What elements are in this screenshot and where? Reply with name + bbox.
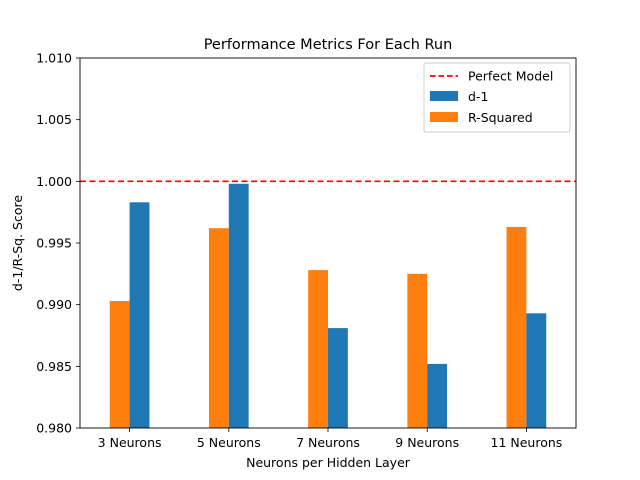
chart-title: Performance Metrics For Each Run: [204, 37, 453, 53]
plot-frame: [79, 57, 577, 429]
y-tick-label: 0.995: [36, 236, 72, 251]
bar-r-squared-2: [208, 228, 229, 428]
legend-label-perfect-model: Perfect Model: [468, 69, 553, 84]
plot-area: 3 Neurons 5 Neurons 7 Neurons 9 Neurons 11 N…: [36, 51, 577, 450]
legend-frame: [423, 62, 571, 133]
bar-d-1-1: [129, 202, 150, 428]
legend-label-r-squared: R-Squared: [468, 110, 533, 125]
bar-r-squared-4: [407, 273, 428, 428]
bar-d-1-3: [328, 328, 348, 428]
legend: Perfect Model d-1 R-Squared: [423, 62, 571, 133]
bar-d-1-5: [526, 313, 547, 428]
y-axis-label: d-1/R-Sq. Score: [10, 195, 25, 291]
y-tick-label: 0.990: [36, 297, 72, 312]
x-tick-label: 3 Neurons: [98, 435, 162, 450]
x-axis-label: Neurons per Hidden Layer: [246, 455, 411, 470]
x-tick-label: 9 Neurons: [395, 435, 459, 450]
legend-swatch-d-1: [430, 91, 458, 101]
y-tick-label: 1.005: [36, 112, 72, 127]
y-tick-label: 1.000: [36, 174, 72, 189]
y-tick-label: 0.985: [36, 359, 72, 374]
x-tick-label: 11 Neurons: [491, 435, 563, 450]
bar-r-squared-5: [506, 226, 527, 428]
x-tick-label: 5 Neurons: [197, 435, 261, 450]
bar-r-squared-1: [109, 300, 130, 428]
legend-swatch-r-squared: [430, 112, 458, 122]
bar-r-squared-3: [308, 270, 328, 428]
legend-label-d-1: d-1: [468, 89, 488, 104]
x-tick-label: 7 Neurons: [296, 435, 360, 450]
y-tick-label: 1.010: [36, 51, 72, 66]
bar-d-1-2: [228, 183, 249, 428]
bar-d-1-4: [427, 363, 448, 428]
y-tick-label: 0.980: [36, 421, 72, 436]
